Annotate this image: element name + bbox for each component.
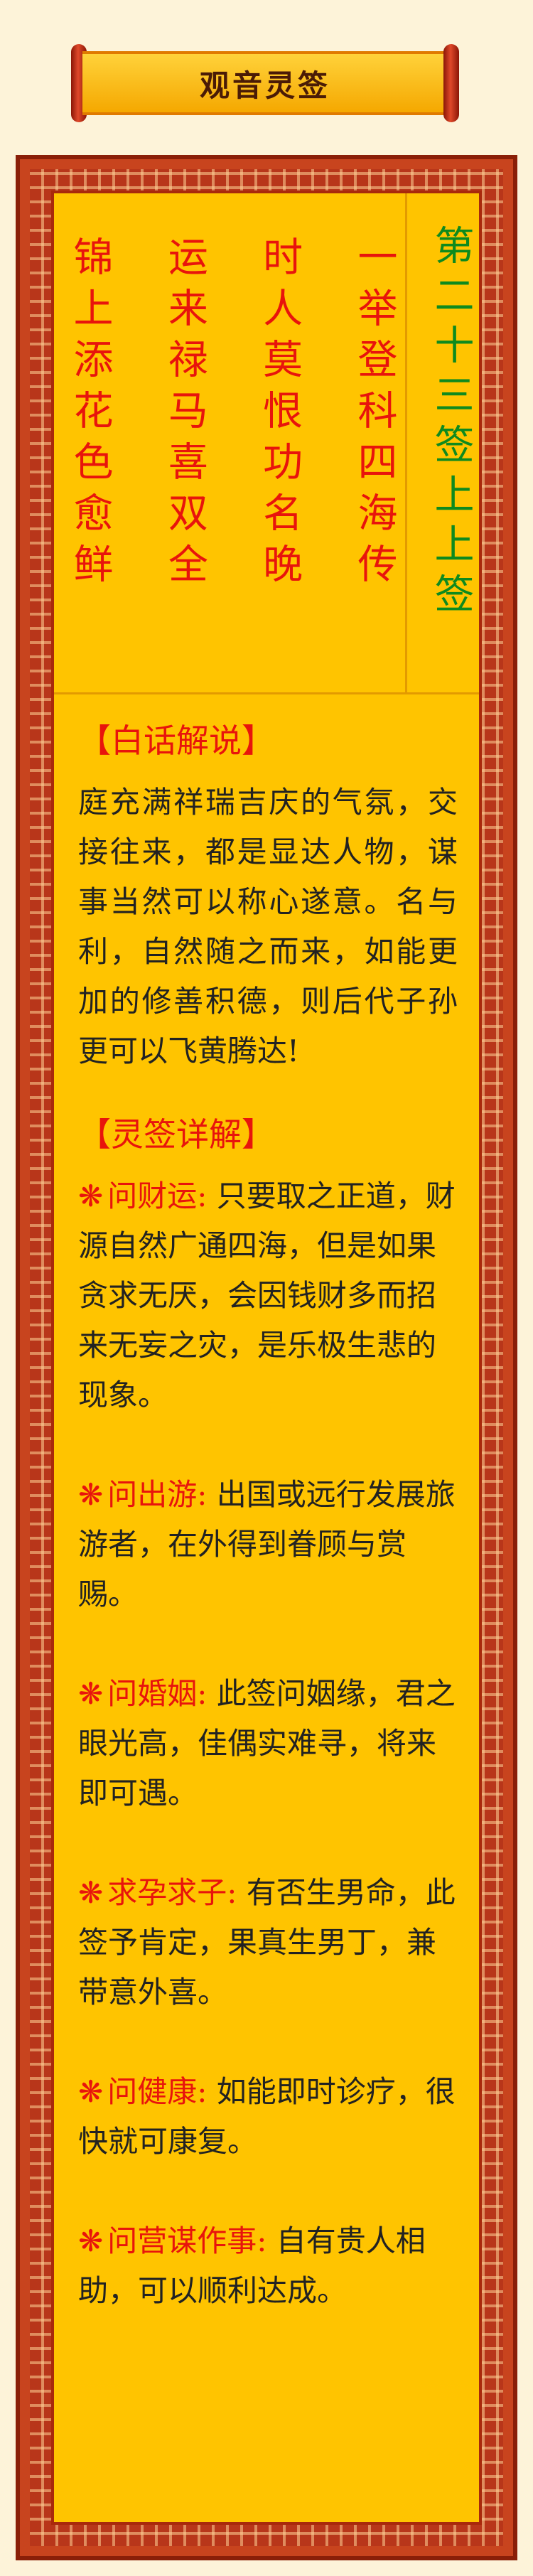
poem-line: 一举登科四海传	[350, 236, 397, 594]
flower-icon: ❋	[78, 1477, 104, 1512]
title-scroll-body: 观音灵签	[82, 51, 448, 115]
detail-item: ❋ 问营谋作事: 自有贵人相助，可以顺利达成。	[78, 2216, 458, 2316]
detail-text: 此签问姻缘，君之眼光高，佳偶实难寻，将来即可遇。	[78, 1676, 456, 1810]
explanation: 【白话解说】 庭充满祥瑞吉庆的气氛，交接往来，都是显达人物，谋事当然可以称心遂意…	[78, 719, 458, 2366]
content-panel: 一举登科四海传 时人莫恨功名晚 运来禄马喜双全 锦上添花色愈鲜 第二十三签上上签…	[51, 190, 482, 2525]
sign-name: 第二十三签上上签	[428, 225, 474, 623]
vernacular-text: 庭充满祥瑞吉庆的气氛，交接往来，都是显达人物，谋事当然可以称心遂意。名与利，自然…	[78, 785, 458, 1068]
detail-text: 出国或远行发展旅游者，在外得到眷顾与赏赐。	[78, 1477, 456, 1611]
details-heading: 【灵签详解】	[78, 1115, 274, 1154]
detail-label: 求孕求子:	[107, 1875, 237, 1910]
detail-item: ❋ 问婚姻: 此签问姻缘，君之眼光高，佳偶实难寻，将来即可遇。	[78, 1669, 458, 1818]
poem-line: 锦上添花色愈鲜	[67, 236, 113, 594]
divider	[405, 193, 407, 692]
scroll-rod-right	[443, 44, 459, 122]
detail-item: ❋ 求孕求子: 有否生男命，此签予肯定，果真生男丁，兼带意外喜。	[78, 1868, 458, 2017]
decorative-frame: 一举登科四海传 时人莫恨功名晚 运来禄马喜双全 锦上添花色愈鲜 第二十三签上上签…	[16, 155, 517, 2560]
fret-border: 一举登科四海传 时人莫恨功名晚 运来禄马喜双全 锦上添花色愈鲜 第二十三签上上签…	[30, 169, 503, 2546]
page-title: 观音灵签	[199, 68, 330, 103]
vernacular-heading: 【白话解说】	[78, 721, 274, 760]
detail-text: 只要取之正道，财源自然广通四海，但是如果贪求无厌，会因钱财多而招来无妄之灾，是乐…	[78, 1179, 456, 1412]
flower-icon: ❋	[78, 1875, 104, 1910]
detail-label: 问健康:	[107, 2074, 208, 2109]
title-banner: 观音灵签	[71, 44, 459, 122]
detail-label: 问营谋作事:	[107, 2223, 267, 2258]
detail-text: 如能即时诊疗，很快就可康复。	[78, 2074, 456, 2159]
flower-icon: ❋	[78, 2223, 104, 2258]
detail-text: 自有贵人相助，可以顺利达成。	[78, 2223, 426, 2308]
poem: 一举登科四海传 时人莫恨功名晚 运来禄马喜双全 锦上添花色愈鲜	[67, 236, 397, 677]
flower-icon: ❋	[78, 2074, 104, 2109]
detail-item: ❋ 问出游: 出国或远行发展旅游者，在外得到眷顾与赏赐。	[78, 1470, 458, 1619]
detail-item: ❋ 问财运: 只要取之正道，财源自然广通四海，但是如果贪求无厌，会因钱财多而招来无…	[78, 1171, 458, 1420]
detail-label: 问出游:	[107, 1477, 208, 1512]
poem-line: 运来禄马喜双全	[161, 236, 208, 594]
poem-area: 一举登科四海传 时人莫恨功名晚 运来禄马喜双全 锦上添花色愈鲜 第二十三签上上签	[54, 193, 479, 694]
detail-label: 问婚姻:	[107, 1676, 208, 1711]
flower-icon: ❋	[78, 1179, 104, 1213]
flower-icon: ❋	[78, 1676, 104, 1711]
detail-item: ❋ 问健康: 如能即时诊疗，很快就可康复。	[78, 2067, 458, 2167]
detail-label: 问财运:	[107, 1179, 208, 1213]
poem-line: 时人莫恨功名晚	[256, 236, 303, 594]
detail-text: 有否生男命，此签予肯定，果真生男丁，兼带意外喜。	[78, 1875, 456, 2009]
